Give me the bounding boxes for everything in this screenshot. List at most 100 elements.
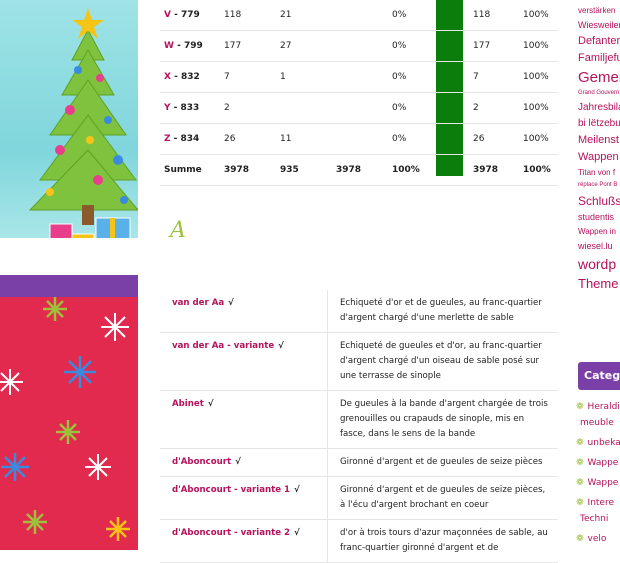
tag-link[interactable]: Titan von f [578, 168, 616, 177]
category-label[interactable]: Heraldi [587, 402, 620, 412]
tag-link[interactable]: Defanter [578, 35, 620, 47]
tag-link[interactable]: Jahresbila [578, 102, 620, 113]
category-item[interactable]: ❁ Heraldi [576, 402, 620, 412]
entry-name-link[interactable]: van der Aa [172, 298, 225, 308]
statistics-row: V - 779 118 21 0% 118 100% [160, 0, 558, 31]
row-label: W - 799 [160, 30, 220, 62]
bar-cell [442, 30, 469, 62]
entry-name-link[interactable]: Abinet [172, 399, 204, 409]
row-letter[interactable]: Z [164, 134, 171, 144]
tag-link[interactable]: wiesel.lu [578, 241, 613, 251]
cell-pct2: 100% [519, 0, 558, 31]
categories-title: Catego [578, 362, 620, 390]
sum-row: Summe 3978 935 3978 100% 3978 100% [160, 154, 558, 186]
tag-link[interactable]: Meilenst [578, 134, 619, 146]
cell-c [332, 92, 388, 124]
tag-link[interactable]: Wappen [578, 151, 619, 163]
category-label[interactable]: velo [587, 534, 607, 544]
cell-pct2: 100% [519, 61, 558, 93]
bullet-icon: ❁ [576, 478, 584, 488]
entry-row: d'Aboncourt - variante 1 √ Gironné d'argen… [160, 476, 558, 520]
check-icon: √ [294, 528, 300, 538]
cell-d: 118 [469, 0, 519, 31]
row-code: - 833 [170, 103, 200, 113]
check-icon: √ [228, 298, 234, 308]
category-item[interactable]: ❁ Intere [576, 498, 614, 508]
entry-name-cell: van der Aa √ [160, 290, 328, 333]
tag-link[interactable]: Wappen in [578, 227, 616, 236]
snowflake-pattern [0, 297, 130, 541]
cell-b [276, 92, 332, 124]
cell-b: 11 [276, 123, 332, 155]
entry-name-link[interactable]: d'Aboncourt - variante 1 [172, 485, 291, 495]
bar-cell [442, 154, 469, 186]
entry-blazon: De gueules à la bande d'argent chargée d… [327, 390, 558, 449]
tag-link[interactable]: Schlußs [578, 194, 620, 208]
cell-pct: 0% [388, 92, 442, 124]
row-letter[interactable]: Y [164, 103, 171, 113]
tag-link[interactable]: Wiesweiler D [578, 20, 620, 30]
entry-blazon: Echiqueté de gueules et d'or, au franc-q… [327, 332, 558, 391]
tag-link[interactable]: verstärken [578, 6, 616, 15]
statistics-table: V - 779 118 21 0% 118 100% W - 799 177 27 0% 177 10… [160, 0, 558, 186]
purple-band [0, 275, 138, 297]
entry-name-link[interactable]: van der Aa - variante [172, 341, 275, 351]
tag-link[interactable]: studentis [578, 212, 615, 222]
sum-label: Summe [160, 154, 220, 186]
bullet-icon: ❁ [576, 534, 584, 544]
row-letter[interactable]: W [164, 41, 174, 51]
sum-b: 935 [276, 154, 332, 186]
entry-row: van der Aa - variante √ Echiqueté de gueul… [160, 332, 558, 391]
entry-name-link[interactable]: d'Aboncourt [172, 457, 232, 467]
category-sub-item[interactable]: meuble [580, 418, 614, 428]
sum-c: 3978 [332, 154, 388, 186]
category-item[interactable]: ❁ Wappe [576, 478, 618, 488]
entry-row: Abinet √ De gueules à la bande d'argent ch… [160, 390, 558, 449]
tag-link[interactable]: Theme [578, 276, 619, 291]
cell-a: 26 [220, 123, 276, 155]
category-label[interactable]: Wappe [587, 458, 619, 468]
sum-a: 3978 [220, 154, 276, 186]
entry-row: van der Aa √ Echiqueté d'or et de gueules,… [160, 290, 558, 333]
christmas-tree-icon [28, 8, 138, 257]
cell-a: 118 [220, 0, 276, 31]
entry-name-cell: van der Aa - variante √ [160, 332, 328, 391]
tag-link[interactable]: Grand Gouvern [578, 90, 620, 96]
sum-pct: 100% [388, 154, 442, 186]
tag-link[interactable]: wordp [578, 256, 617, 272]
cell-b: 27 [276, 30, 332, 62]
section-heading: A [170, 218, 186, 243]
category-label[interactable]: unbeka [587, 438, 620, 448]
tag-link[interactable]: Gemei [578, 69, 620, 86]
check-icon: √ [294, 485, 300, 495]
row-label: Z - 834 [160, 123, 220, 155]
cell-b: 21 [276, 0, 332, 31]
category-label[interactable]: Intere [587, 498, 615, 508]
sum-d: 3978 [469, 154, 519, 186]
category-item[interactable]: ❁ Wappe [576, 458, 618, 468]
check-icon: √ [207, 399, 214, 409]
entry-name-link[interactable]: d'Aboncourt - variante 2 [172, 528, 291, 538]
check-icon: √ [278, 341, 284, 351]
category-label[interactable]: Wappe [587, 478, 619, 488]
sum-pct2: 100% [519, 154, 558, 186]
row-letter[interactable]: X [164, 72, 171, 82]
entries-table: van der Aa √ Echiqueté d'or et de gueules,… [160, 290, 558, 563]
bullet-icon: ❁ [576, 498, 584, 508]
content-gutter [138, 0, 160, 550]
category-item[interactable]: ❁ velo [576, 534, 606, 544]
tag-link[interactable]: bi lëtzebu [578, 118, 620, 129]
entry-name-cell: d'Aboncourt - variante 2 √ [160, 519, 328, 563]
cell-c [332, 0, 388, 31]
statistics-row: W - 799 177 27 0% 177 100% [160, 30, 558, 62]
entry-name-cell: Abinet √ [160, 390, 328, 449]
tag-link[interactable]: Familjefu [578, 52, 620, 64]
row-letter[interactable]: V [164, 10, 171, 20]
row-code: - 799 [173, 41, 203, 51]
category-item[interactable]: ❁ unbeka [576, 438, 620, 448]
sidebar: verstärken Wiesweiler D Defanter Familjefu G… [558, 0, 620, 550]
tag-link[interactable]: réplace Pont B [578, 182, 618, 188]
cell-pct2: 100% [519, 92, 558, 124]
entry-name-cell: d'Aboncourt √ [160, 448, 328, 477]
category-sub-item[interactable]: Techni [580, 514, 609, 524]
